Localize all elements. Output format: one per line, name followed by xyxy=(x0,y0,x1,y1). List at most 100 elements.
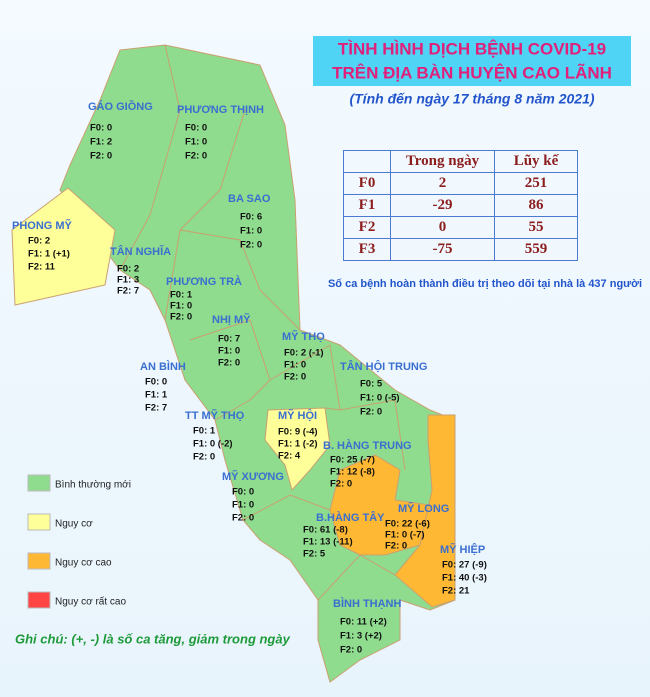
legend-swatch xyxy=(27,513,51,531)
region-name: GÁO GIỒNG xyxy=(88,100,153,113)
legend-label: Nguy cơ xyxy=(55,519,93,530)
region-name: MỸ HỘI xyxy=(278,409,317,422)
region-stat: F1: 1 xyxy=(145,390,168,401)
region-name: BÌNH THẠNH xyxy=(333,597,401,610)
footnote: Ghi chú: (+, -) là số ca tăng, giảm tron… xyxy=(15,631,291,646)
region-stat: F0: 5 xyxy=(360,379,383,390)
region-name: MỸ LONG xyxy=(398,502,449,515)
region-stat: F1: 0 (-2) xyxy=(193,439,233,450)
region-stat: F2: 0 xyxy=(360,407,382,418)
region-stat: F1: 0 xyxy=(232,500,254,511)
corner-cell xyxy=(343,150,391,173)
region-stat: F1: 0 xyxy=(185,137,207,148)
legend-swatch xyxy=(27,552,51,570)
region-stat: F2: 0 xyxy=(385,541,407,552)
region-stat: F0: 22 (-6) xyxy=(385,519,430,530)
cell: 0 xyxy=(390,216,495,239)
region-stat: F1: 0 xyxy=(170,301,192,312)
legend-label: Nguy cơ cao xyxy=(55,558,112,569)
region-stat: F0: 6 xyxy=(240,212,262,223)
region-stat: F2: 0 xyxy=(90,151,112,162)
region-stat: F1: 2 xyxy=(90,137,112,148)
region-stat: F1: 40 (-3) xyxy=(442,573,487,584)
region-stat: F0: 25 (-7) xyxy=(330,455,375,466)
row-header: F2 xyxy=(343,216,391,239)
region-stat: F1: 12 (-8) xyxy=(330,467,375,478)
region-stat: F0: 0 xyxy=(232,487,254,498)
region-stat: F2: 11 xyxy=(28,262,56,273)
title-bg xyxy=(313,62,631,86)
cell: 55 xyxy=(494,216,578,239)
region-stat: F0: 9 (-4) xyxy=(278,427,318,438)
region-stat: F2: 0 xyxy=(185,151,207,162)
region-stat: F1: 1 (+1) xyxy=(28,249,70,260)
region-name: PHƯƠNG THỊNH xyxy=(177,104,264,116)
region-name: MỸ XƯƠNG xyxy=(222,470,284,483)
region-name: MỸ HIỆP xyxy=(440,543,485,556)
col-header: Trong ngày xyxy=(390,150,495,173)
cell: -29 xyxy=(390,194,495,217)
legend-label: Nguy cơ rất cao xyxy=(55,596,126,608)
region-name: TÂN HỘI TRUNG xyxy=(340,360,427,373)
region-stat: F2: 0 xyxy=(330,479,352,490)
region-stat: F2: 0 xyxy=(193,452,215,463)
region-stat: F0: 2 (-1) xyxy=(284,348,324,359)
region-name: PHƯƠNG TRÀ xyxy=(166,275,242,288)
legend-swatch xyxy=(27,474,51,492)
region-name: MỸ THỌ xyxy=(282,330,325,343)
region-stat: F0: 11 (+2) xyxy=(340,617,387,628)
region-stat: F2: 4 xyxy=(278,451,301,462)
region-stat: F1: 0 (-7) xyxy=(385,530,425,541)
region-name: BA SAO xyxy=(228,193,271,205)
note: Số ca bệnh hoàn thành điều trị theo dõi … xyxy=(328,278,642,290)
region-stat: F2: 5 xyxy=(303,549,326,560)
region-stat: F2: 0 xyxy=(232,513,254,524)
region-stat: F0: 0 xyxy=(185,123,207,134)
subtitle: (Tính đến ngày 17 tháng 8 năm 2021) xyxy=(349,91,594,107)
map-area xyxy=(264,407,331,492)
region-name: B. HÀNG TRUNG xyxy=(323,439,412,452)
region-stat: F2: 21 xyxy=(442,586,470,597)
region-stat: F2: 0 xyxy=(284,372,306,383)
region-stat: F0: 1 xyxy=(170,290,193,301)
region-stat: F0: 27 (-9) xyxy=(442,560,487,571)
region-name: TÂN NGHĨA xyxy=(110,245,171,258)
col-header: Lũy kế xyxy=(494,150,578,173)
region-stat: F0: 61 (-8) xyxy=(303,525,348,536)
cell: 559 xyxy=(494,238,578,261)
region-stat: F2: 7 xyxy=(145,403,167,414)
region-stat: F1: 3 (+2) xyxy=(340,631,382,642)
cell: 2 xyxy=(390,172,495,195)
region-stat: F2: 0 xyxy=(340,645,362,656)
title: TRÊN ĐỊA BÀN HUYỆN CAO LÃNH xyxy=(332,62,612,82)
region-name: B.HÀNG TÂY xyxy=(316,511,385,524)
region-stat: F2: 0 xyxy=(170,312,192,323)
region-stat: F0: 1 xyxy=(193,426,216,437)
cell: 86 xyxy=(494,194,578,217)
region-stat: F0: 0 xyxy=(90,123,112,134)
region-stat: F1: 0 xyxy=(218,346,240,357)
title: TÌNH HÌNH DỊCH BỆNH COVID-19 xyxy=(338,39,606,58)
cell: -75 xyxy=(390,238,495,261)
region-stat: F2: 0 xyxy=(240,240,262,251)
legend-swatch xyxy=(27,591,51,609)
region-stat: F0: 0 xyxy=(145,377,167,388)
row-header: F1 xyxy=(343,194,391,217)
region-name: AN BÌNH xyxy=(140,360,186,373)
region-stat: F0: 2 xyxy=(117,264,139,275)
region-stat: F1: 1 (-2) xyxy=(278,439,318,450)
region-stat: F1: 0 (-5) xyxy=(360,393,400,404)
row-header: F3 xyxy=(343,238,391,261)
region-stat: F1: 3 xyxy=(117,275,139,286)
region-name: PHONG MỸ xyxy=(12,219,73,232)
region-stat: F0: 7 xyxy=(218,334,240,345)
region-stat: F1: 0 xyxy=(284,360,306,371)
map-area xyxy=(11,187,116,306)
region-stat: F1: 13 (-11) xyxy=(303,537,353,548)
region-name: NHỊ MỸ xyxy=(212,313,251,326)
region-stat: F2: 0 xyxy=(218,358,240,369)
region-stat: F1: 0 xyxy=(240,226,262,237)
boundaries xyxy=(119,44,406,601)
cell: 251 xyxy=(494,172,578,195)
